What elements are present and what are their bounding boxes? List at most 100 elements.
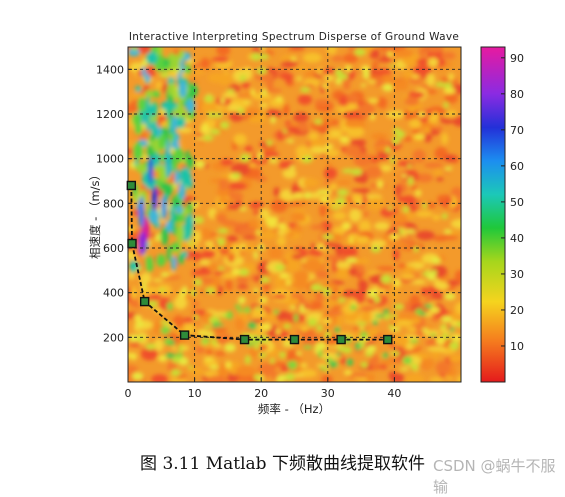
heatmap-blob <box>435 360 451 375</box>
heatmap-blob <box>236 226 257 234</box>
watermark: CSDN @蜗牛不服输 <box>433 457 556 496</box>
dispersion-point[interactable] <box>289 334 300 345</box>
heatmap-blob <box>169 340 176 346</box>
dispersion-point[interactable] <box>179 330 190 340</box>
heatmap-blob <box>237 268 250 277</box>
dispersion-point[interactable] <box>239 334 250 345</box>
heatmap-blob <box>360 362 369 368</box>
heatmap-blob <box>407 164 412 168</box>
heatmap-blob <box>190 63 203 68</box>
heatmap-blob <box>258 296 268 304</box>
x-axis-label: 频率 - （Hz） <box>258 402 330 416</box>
heatmap-blob <box>144 73 151 84</box>
heatmap-blob <box>322 83 328 89</box>
heatmap-blob <box>226 88 235 93</box>
heatmap-blob <box>373 78 385 87</box>
heatmap-blob <box>441 315 453 323</box>
heatmap-blob <box>379 164 393 172</box>
heatmap-blob <box>400 76 409 91</box>
heatmap-blob <box>358 220 372 233</box>
heatmap-blob <box>335 78 342 85</box>
x-tick-label: 0 <box>125 387 132 400</box>
heatmap-blob <box>406 342 414 351</box>
heatmap-blob <box>269 158 278 164</box>
dispersion-point[interactable] <box>336 334 346 345</box>
heatmap-blob <box>299 305 305 314</box>
heatmap-blob <box>335 197 346 205</box>
dispersion-curve[interactable] <box>126 180 393 345</box>
heatmap-blob <box>290 56 297 62</box>
heatmap-blob <box>444 292 456 300</box>
heatmap-blob <box>221 313 228 319</box>
heatmap-blob <box>268 246 284 260</box>
heatmap-blob <box>285 372 295 382</box>
heatmap-blob <box>292 279 310 289</box>
dispersion-point[interactable] <box>126 180 137 191</box>
heatmap-blob <box>181 317 194 324</box>
heatmap-blob <box>233 133 247 146</box>
heatmap-blob <box>419 47 426 58</box>
heatmap-blob <box>444 154 457 163</box>
heatmap-blob <box>273 309 279 315</box>
heatmap-blob <box>441 51 456 60</box>
heatmap-blob <box>389 233 400 240</box>
heatmap-blob <box>243 108 261 115</box>
heatmap-blob <box>443 82 453 90</box>
heatmap-blob <box>446 109 458 119</box>
heatmap-blob <box>362 70 370 80</box>
heatmap-blob <box>374 221 390 231</box>
heatmap-blob <box>345 257 358 263</box>
heatmap-blob <box>178 79 187 99</box>
y-tick-label: 1000 <box>96 153 124 166</box>
heatmap-blob <box>309 146 329 155</box>
heatmap-blob <box>319 195 330 203</box>
heatmap-blob <box>334 68 343 76</box>
heatmap-blob <box>166 245 172 262</box>
heatmap-blob <box>160 226 169 246</box>
heatmap-blob <box>337 297 346 303</box>
heatmap-blob <box>421 328 430 332</box>
heatmap-blob <box>349 237 354 244</box>
heatmap-blob <box>409 339 419 344</box>
heatmap-blob <box>290 212 306 222</box>
heatmap-blob <box>218 249 230 254</box>
heatmap-blob <box>148 155 154 184</box>
colorbar: 10 20 30 40 50 60 70 80 90 <box>480 46 524 383</box>
dispersion-point[interactable] <box>383 334 393 345</box>
heatmap-blob <box>393 303 405 310</box>
heatmap-blob <box>449 230 460 236</box>
y-tick-label: 400 <box>103 287 124 300</box>
heatmap-blob <box>194 160 205 168</box>
heatmap-blob <box>415 173 433 183</box>
heatmap-blob <box>432 214 441 221</box>
heatmap-blob <box>159 288 166 293</box>
heatmap-blob <box>436 126 444 132</box>
heatmap-blob <box>237 108 245 115</box>
heatmap-blob <box>235 365 256 377</box>
heatmap-blob <box>302 52 322 63</box>
dispersion-point[interactable] <box>127 238 137 249</box>
heatmap-blob <box>163 58 171 67</box>
heatmap-blob <box>433 168 443 177</box>
dispersion-point[interactable] <box>139 296 150 307</box>
heatmap-blob <box>232 172 241 178</box>
caption-text: 图 3.11 Matlab 下频散曲线提取软件 <box>140 454 425 474</box>
heatmap-blob <box>415 210 433 218</box>
heatmap-blob <box>402 136 413 142</box>
heatmap-blob <box>217 266 225 271</box>
heatmap-blob <box>162 182 174 196</box>
heatmap-blob <box>225 279 233 292</box>
heatmap-blob <box>274 264 286 271</box>
x-axis-ticks: 0 10 20 30 40 <box>125 378 401 400</box>
heatmap-blob <box>329 360 339 368</box>
heatmap-blob <box>259 101 268 109</box>
x-tick-label: 20 <box>254 387 268 400</box>
heatmap-blob <box>244 355 251 365</box>
heatmap-blob <box>140 347 158 361</box>
heatmap-blob <box>159 320 170 325</box>
heatmap-blob <box>336 352 341 357</box>
heatmap-blob <box>323 300 341 306</box>
heatmap-blob <box>258 352 267 358</box>
heatmap-blob <box>404 96 420 106</box>
heatmap-blob <box>128 334 139 343</box>
